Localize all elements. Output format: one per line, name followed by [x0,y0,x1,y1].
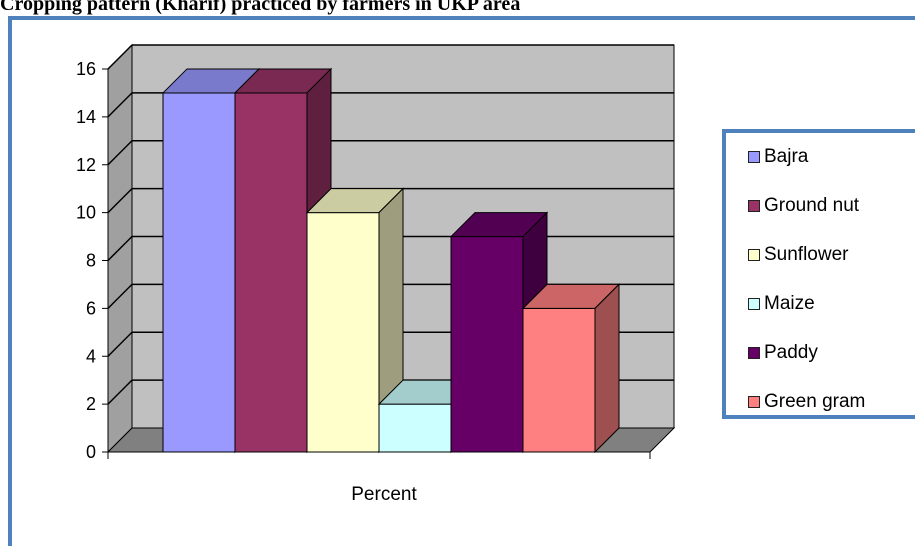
bar-ground-nut [234,92,308,453]
gridline-side [107,235,133,262]
legend-label: Bajra [764,146,809,167]
gridline-side [107,331,133,357]
chart-legend: Bajra Ground nut Sunflower Maize Paddy Green … [722,129,915,419]
gridline-side [107,140,133,166]
y-tick-label: 4 [86,346,96,366]
legend-item: Ground nut [748,195,859,217]
legend-swatch [748,298,760,310]
bar-side-green-gram [594,283,620,454]
y-tick-label: 14 [76,107,96,127]
y-tick-label: 8 [86,251,96,271]
y-tick-label: 16 [76,59,96,79]
bar-bajra [162,92,236,453]
gridline-side [107,92,133,118]
legend-label: Paddy [764,342,818,363]
legend-swatch [748,200,760,212]
legend-item: Bajra [748,146,808,168]
legend-label: Maize [764,293,815,314]
gridline-side [107,379,133,405]
gridline-side [107,44,133,70]
y-tick-label: 12 [76,155,96,175]
legend-label: Ground nut [764,195,860,216]
y-tick-label: 6 [86,298,96,318]
chart-title: Cropping pattern (Kharif) practiced by f… [0,0,521,15]
legend-item: Maize [748,293,815,315]
legend-item: Sunflower [748,244,849,266]
bar-sunflower [306,212,380,453]
y-tick-label: 0 [86,442,96,462]
y-tick-label: 2 [86,394,96,414]
legend-label: Green gram [764,391,866,412]
chart-frame [8,16,915,546]
legend-swatch [748,396,760,408]
legend-swatch [748,249,760,261]
bar-paddy [450,236,524,453]
legend-item: Green gram [748,391,865,413]
gridline-side [107,188,133,214]
chart-plot: 0 2 4 6 8 10 12 14 16 Percent [76,43,676,505]
x-category-label: Percent [351,484,417,505]
bar-green-gram [522,307,596,453]
legend-item: Paddy [748,342,818,364]
legend-swatch [748,347,760,359]
legend-label: Sunflower [764,244,849,265]
bar-maize [378,403,452,453]
legend-swatch [748,151,760,163]
gridline-side [107,283,133,309]
y-tick-label: 10 [76,203,96,223]
